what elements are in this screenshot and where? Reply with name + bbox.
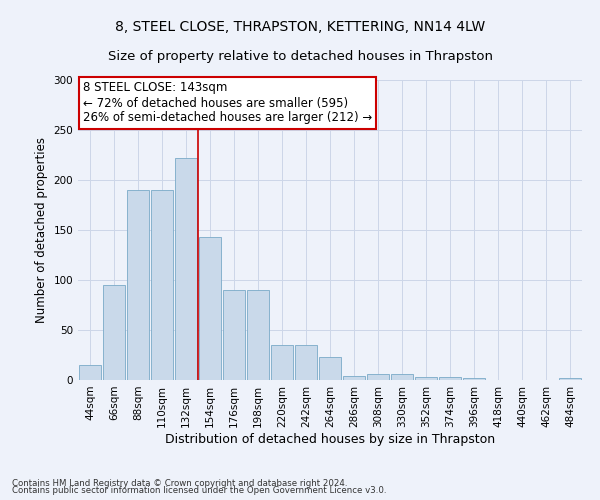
Bar	[199, 237, 221, 380]
Bar	[391, 374, 413, 380]
Bar	[415, 377, 437, 380]
Bar	[223, 290, 245, 380]
Bar	[271, 345, 293, 380]
Bar	[343, 376, 365, 380]
Bar	[247, 290, 269, 380]
Bar	[151, 190, 173, 380]
X-axis label: Distribution of detached houses by size in Thrapston: Distribution of detached houses by size …	[165, 432, 495, 446]
Bar	[79, 365, 101, 380]
Text: Contains HM Land Registry data © Crown copyright and database right 2024.: Contains HM Land Registry data © Crown c…	[12, 478, 347, 488]
Y-axis label: Number of detached properties: Number of detached properties	[35, 137, 48, 323]
Text: 8, STEEL CLOSE, THRAPSTON, KETTERING, NN14 4LW: 8, STEEL CLOSE, THRAPSTON, KETTERING, NN…	[115, 20, 485, 34]
Text: Size of property relative to detached houses in Thrapston: Size of property relative to detached ho…	[107, 50, 493, 63]
Bar	[367, 374, 389, 380]
Bar	[439, 377, 461, 380]
Text: Contains public sector information licensed under the Open Government Licence v3: Contains public sector information licen…	[12, 486, 386, 495]
Bar	[103, 285, 125, 380]
Bar	[463, 378, 485, 380]
Bar	[127, 190, 149, 380]
Bar	[319, 357, 341, 380]
Bar	[295, 345, 317, 380]
Bar	[175, 158, 197, 380]
Bar	[559, 378, 581, 380]
Text: 8 STEEL CLOSE: 143sqm
← 72% of detached houses are smaller (595)
26% of semi-det: 8 STEEL CLOSE: 143sqm ← 72% of detached …	[83, 82, 372, 124]
